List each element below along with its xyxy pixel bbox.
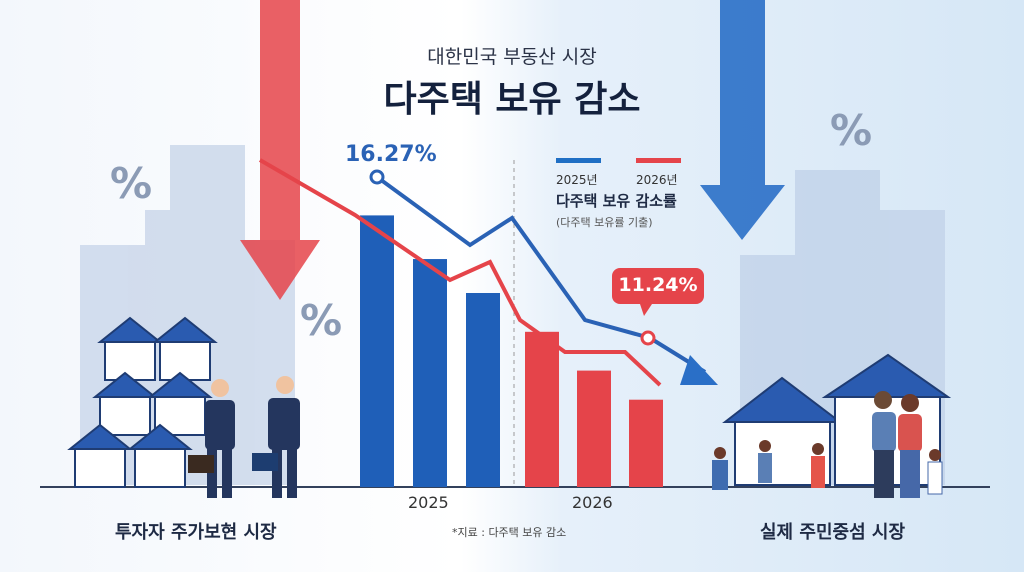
red-trend-line <box>258 158 662 387</box>
legend-item-2025: 2025년 <box>556 158 601 188</box>
legend: 2025년 2026년 다주택 보유 감소률 (다주택 보유률 기출) <box>556 158 706 230</box>
arrowhead-icon <box>680 355 718 385</box>
percent-icon: % <box>830 106 872 155</box>
bar-2026-2 <box>577 370 611 487</box>
blue-trend-line <box>375 175 707 374</box>
bar-2025-1 <box>360 215 394 487</box>
end-value-bubble <box>612 268 704 304</box>
end-marker <box>640 330 656 346</box>
source-note: *지료 : 다주택 보유 감소 <box>452 526 567 539</box>
percent-icon: % <box>300 296 342 345</box>
percent-icon: % <box>110 159 152 208</box>
businessman-icon <box>252 376 300 498</box>
down-arrow-icon <box>700 0 785 240</box>
bar-2026-3 <box>629 399 663 487</box>
start-value-label: 16.27% <box>345 142 437 167</box>
bar-2026-1 <box>525 331 559 487</box>
left-market-label: 투자자 주가보현 시장 <box>115 522 277 543</box>
start-marker <box>369 169 385 185</box>
page-title: 다주택 보유 감소 <box>383 79 641 120</box>
x-tick-2025: 2025 <box>408 493 449 512</box>
end-value-label: 11.24% <box>618 274 698 296</box>
subtitle: 대한민국 부동산 시장 <box>427 46 597 68</box>
legend-note: (다주택 보유률 기출) <box>556 216 653 229</box>
percent-icons: %%% <box>110 106 872 345</box>
right-market-label: 실제 주민중섬 시장 <box>760 522 906 543</box>
bar-2025-3 <box>466 293 500 487</box>
x-tick-2026: 2026 <box>572 493 613 512</box>
bar-2025-2 <box>413 259 447 487</box>
businessman-icon <box>188 379 235 498</box>
house-icon <box>67 316 218 488</box>
legend-title: 다주택 보유 감소률 <box>556 192 677 210</box>
down-arrow-icon <box>240 0 320 300</box>
family-icon <box>712 391 943 498</box>
legend-item-2026: 2026년 <box>636 158 681 188</box>
